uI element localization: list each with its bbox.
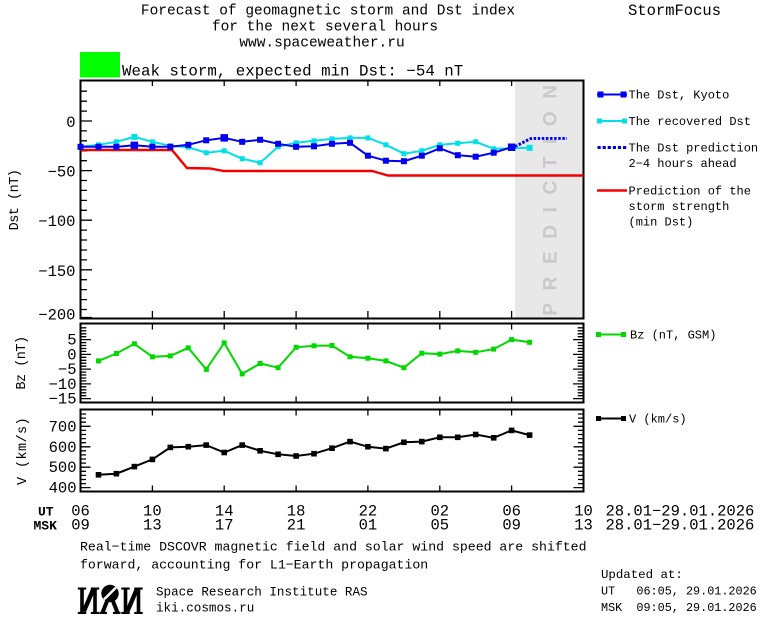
svg-text:Prediction of the: Prediction of the: [629, 185, 751, 199]
svg-text:Bz (nT): Bz (nT): [15, 336, 30, 389]
svg-text:(min Dst): (min Dst): [629, 216, 694, 230]
svg-text:28.01−29.01.2026: 28.01−29.01.2026: [606, 517, 755, 535]
svg-text:UT 06:05, 29.01.2026: UT 06:05, 29.01.2026: [601, 585, 757, 599]
svg-text:13: 13: [143, 517, 162, 535]
svg-text:−200: −200: [38, 307, 75, 325]
svg-text:02: 02: [430, 503, 449, 521]
svg-text:Dst (nT): Dst (nT): [8, 170, 23, 231]
svg-text:10: 10: [574, 503, 593, 521]
svg-text:The recovered Dst: The recovered Dst: [629, 115, 751, 129]
svg-text:−100: −100: [38, 213, 75, 231]
svg-text:StormFocus: StormFocus: [628, 2, 721, 20]
svg-text:Real−time DSCOVR magnetic fiel: Real−time DSCOVR magnetic field and sola…: [80, 540, 586, 555]
svg-text:13: 13: [574, 517, 593, 535]
svg-text:The Dst prediction: The Dst prediction: [629, 142, 759, 156]
svg-text:700: 700: [49, 418, 77, 436]
svg-text:17: 17: [215, 517, 234, 535]
svg-text:V (km/s): V (km/s): [16, 417, 31, 485]
svg-text:www.spaceweather.ru: www.spaceweather.ru: [239, 36, 404, 52]
svg-text:21: 21: [287, 517, 306, 535]
svg-text:500: 500: [49, 459, 77, 477]
svg-text:−150: −150: [38, 263, 75, 281]
svg-text:UT: UT: [38, 505, 54, 520]
svg-text:14: 14: [215, 503, 234, 521]
svg-text:400: 400: [49, 480, 77, 498]
svg-text:28.01−29.01.2026: 28.01−29.01.2026: [606, 503, 755, 521]
svg-text:600: 600: [49, 439, 77, 457]
svg-text:MSK 09:05, 29.01.2026: MSK 09:05, 29.01.2026: [601, 601, 757, 615]
svg-text:Forecast of geomagnetic storm: Forecast of geomagnetic storm and Dst in…: [141, 4, 515, 20]
svg-text:−15: −15: [49, 391, 77, 409]
svg-text:5: 5: [67, 332, 76, 350]
svg-text:05: 05: [430, 517, 449, 535]
svg-text:The Dst, Kyoto: The Dst, Kyoto: [629, 89, 730, 103]
svg-text:Space Research Institute RAS: Space Research Institute RAS: [156, 586, 368, 600]
svg-text:PREDICTION: PREDICTION: [541, 72, 562, 315]
svg-text:V (km/s): V (km/s): [629, 413, 687, 427]
svg-text:forward, accounting for L1−Ear: forward, accounting for L1−Earth propaga…: [80, 558, 428, 573]
svg-text:0: 0: [67, 346, 76, 364]
svg-text:01: 01: [359, 517, 378, 535]
svg-text:0: 0: [66, 114, 75, 132]
svg-text:Bz (nT, GSM): Bz (nT, GSM): [630, 329, 716, 343]
svg-text:22: 22: [359, 503, 378, 521]
svg-text:storm strength: storm strength: [629, 200, 730, 214]
svg-text:Updated at:: Updated at:: [601, 568, 683, 582]
svg-text:−50: −50: [48, 164, 76, 182]
svg-text:18: 18: [287, 503, 306, 521]
svg-text:10: 10: [143, 503, 162, 521]
svg-text:06: 06: [502, 503, 521, 521]
svg-text:−5: −5: [58, 361, 77, 379]
svg-text:09: 09: [502, 517, 521, 535]
svg-text:Weak storm, expected min Dst:: Weak storm, expected min Dst: −54 nT: [122, 63, 463, 81]
svg-text:for the next several hours: for the next several hours: [212, 20, 438, 36]
svg-text:MSK: MSK: [34, 519, 58, 534]
svg-text:−10: −10: [49, 376, 77, 394]
svg-text:06: 06: [71, 503, 90, 521]
svg-text:iki.cosmos.ru: iki.cosmos.ru: [156, 602, 254, 616]
svg-text:2−4 hours ahead: 2−4 hours ahead: [629, 157, 737, 171]
svg-text:09: 09: [71, 517, 90, 535]
